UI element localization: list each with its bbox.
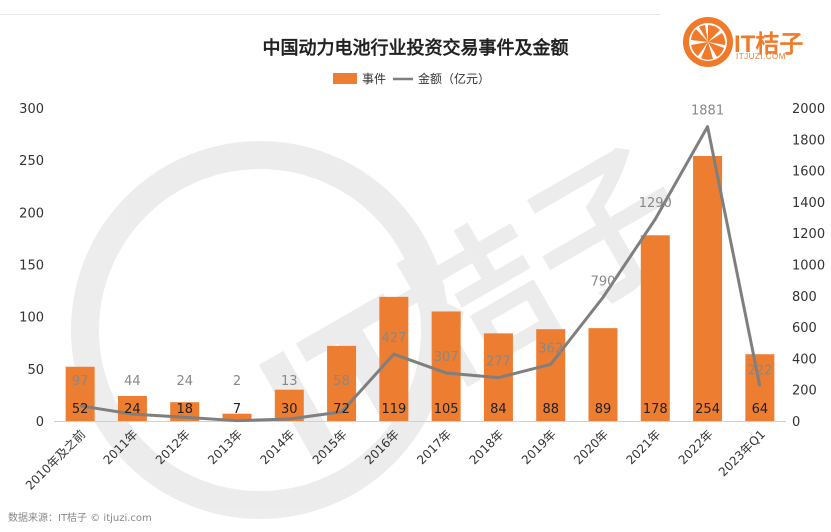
bar-data-label: 24	[124, 402, 141, 417]
line-data-label: 277	[486, 355, 511, 370]
chart-title: 中国动力电池行业投资交易事件及金额	[262, 38, 569, 59]
bar-data-label: 178	[643, 402, 668, 417]
y-right-tick-label: 200	[792, 384, 817, 399]
bar	[327, 345, 357, 421]
line-data-label: 427	[381, 331, 406, 346]
bar-data-label: 105	[434, 402, 459, 417]
x-tick-label: 2012年	[153, 427, 193, 467]
y-right-tick-label: 2000	[792, 102, 825, 117]
logo-subtext: ITJUZI.COM	[736, 52, 786, 61]
x-tick-label: 2013年	[205, 427, 245, 467]
line-data-label: 58	[333, 374, 350, 389]
y-right-tick-label: 800	[792, 290, 817, 305]
y-left-tick-label: 200	[19, 206, 44, 221]
bar	[745, 354, 775, 421]
y-right-tick-label: 1000	[792, 259, 825, 274]
y-left-tick-label: 100	[19, 311, 44, 326]
legend-label-line: 金额（亿元）	[418, 71, 490, 86]
line-data-label: 44	[124, 374, 141, 389]
bar-data-label: 72	[333, 402, 350, 417]
line-data-label: 24	[176, 374, 193, 389]
bar-data-label: 52	[72, 402, 89, 417]
x-tick-label: 2019年	[519, 427, 559, 467]
x-tick-label: 2020年	[571, 427, 611, 467]
logo-text: IT桔子	[734, 31, 804, 58]
line-data-label: 1290	[639, 196, 672, 211]
legend-swatch-bars	[333, 73, 357, 84]
bar-data-label: 7	[233, 402, 241, 417]
orange-slice-icon	[683, 17, 733, 67]
bar	[588, 328, 618, 421]
brand-logo: IT桔子 ITJUZI.COM	[676, 14, 816, 72]
line-data-label: 2	[233, 374, 241, 389]
legend-label-bars: 事件	[362, 72, 386, 86]
y-right-tick-label: 0	[792, 415, 800, 430]
y-left-tick-label: 250	[19, 154, 44, 169]
bar	[431, 311, 461, 421]
line-data-label: 362	[538, 341, 563, 356]
bar-data-label: 88	[542, 402, 559, 417]
bar-data-label: 18	[176, 402, 193, 417]
bar-data-label: 64	[752, 402, 769, 417]
x-tick-label: 2010年及之前	[22, 427, 88, 493]
bar	[640, 235, 670, 421]
bar-data-label: 89	[595, 402, 612, 417]
line-data-label: 307	[434, 350, 459, 365]
line-data-label: 790	[591, 274, 616, 289]
amount-line	[79, 125, 762, 423]
bar-data-label: 30	[281, 402, 298, 417]
y-right-tick-label: 400	[792, 352, 817, 367]
x-tick-label: 2021年	[623, 427, 663, 467]
data-source: 数据来源：IT桔子 © itjuzi.com	[8, 513, 152, 524]
y-right-tick-label: 1800	[792, 133, 825, 148]
bar	[693, 155, 723, 421]
y-left-tick-label: 150	[19, 259, 44, 274]
line-data-label: 97	[72, 374, 89, 389]
line-data-label: 13	[281, 374, 298, 389]
y-right-tick-label: 1400	[792, 196, 825, 211]
bar	[65, 366, 95, 421]
x-tick-label: 2022年	[676, 427, 716, 467]
bar	[536, 329, 566, 421]
bar	[222, 413, 252, 421]
y-left-tick-label: 300	[19, 102, 44, 117]
y-right-tick-label: 1200	[792, 227, 825, 242]
y-left-tick-label: 0	[36, 415, 44, 430]
y-right-tick-label: 1600	[792, 165, 825, 180]
y-right-tick-label: 600	[792, 321, 817, 336]
bar-data-label: 254	[695, 402, 720, 417]
line-data-label: 222	[747, 363, 772, 378]
y-left-tick-label: 50	[27, 363, 44, 378]
top-divider	[0, 14, 660, 15]
bar-data-label: 119	[381, 402, 406, 417]
bar	[274, 389, 304, 421]
bar-data-label: 84	[490, 402, 507, 417]
x-tick-label: 2023年Q1	[716, 427, 768, 479]
line-data-label: 1881	[691, 104, 724, 119]
x-tick-label: 2018年	[467, 427, 507, 467]
bar	[117, 395, 147, 421]
